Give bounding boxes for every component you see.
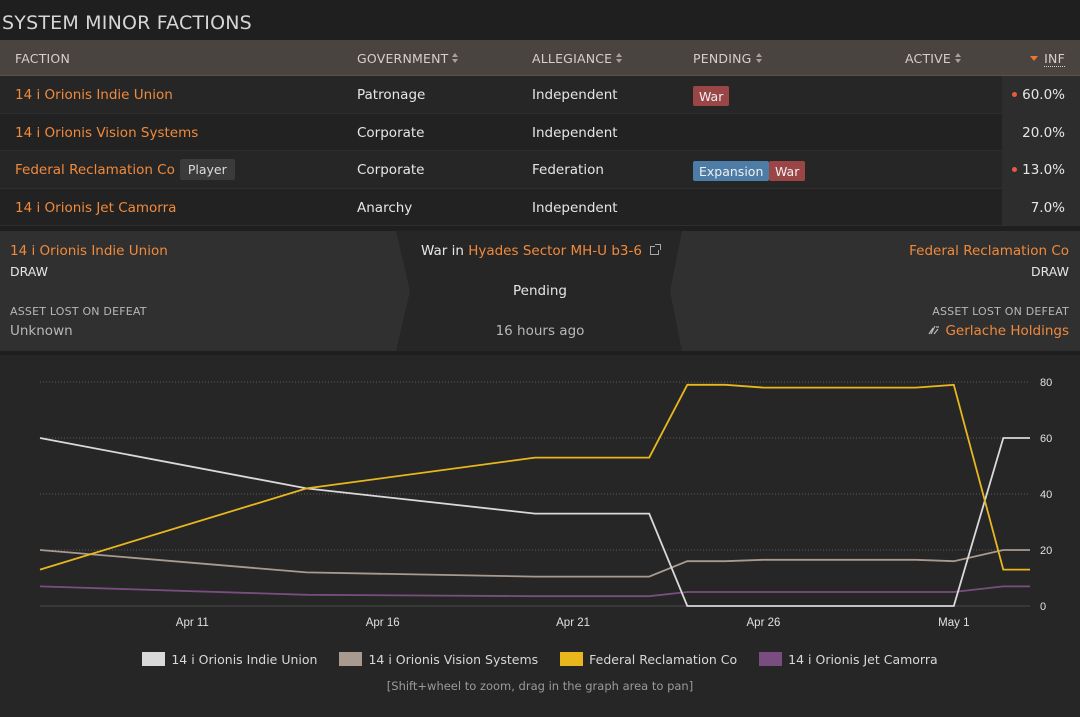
sort-desc-icon	[1030, 56, 1039, 61]
legend-swatch	[759, 652, 783, 666]
conflict-middle: War in Hyades Sector MH-U b3-6 Pending 1…	[396, 231, 684, 351]
legend-item[interactable]: 14 i Orionis Indie Union	[142, 652, 317, 667]
asset-left: Unknown	[10, 323, 73, 339]
conflict-faction-right[interactable]: Federal Reclamation Co	[909, 243, 1069, 259]
faction-name[interactable]: 14 i Orionis Indie Union	[15, 87, 173, 103]
government: Corporate	[357, 124, 425, 141]
table-row[interactable]: 14 i Orionis Vision Systems Corporate In…	[0, 113, 1080, 151]
external-link-icon[interactable]	[649, 244, 661, 255]
series-line[interactable]	[39, 585, 1030, 598]
conflict-panel: 14 i Orionis Indie Union DRAW ASSET LOST…	[0, 231, 1080, 351]
asset-right[interactable]: Gerlache Holdings	[945, 323, 1069, 339]
influence-cell: 7.0%	[1002, 188, 1080, 225]
header-allegiance[interactable]: ALLEGIANCE	[532, 51, 623, 66]
x-tick-label: Apr 11	[176, 617, 209, 629]
page-title: SYSTEM MINOR FACTIONS	[2, 12, 252, 34]
allegiance: Independent	[532, 124, 618, 141]
conflict-faction-left[interactable]: 14 i Orionis Indie Union	[10, 243, 168, 259]
conflict-right-side: Federal Reclamation Co DRAW ASSET LOST O…	[670, 231, 1080, 351]
pending-expansion-badge: Expansion	[693, 161, 770, 181]
pending-war-badge: War	[693, 86, 730, 106]
influence-chart[interactable]: 0 20 40 60 80 Apr 11 Apr 16 Apr 21 Apr 26 May 1 1…	[0, 355, 1080, 717]
conflict-left-side: 14 i Orionis Indie Union DRAW ASSET LOST…	[0, 231, 410, 351]
trend-dot-icon	[1012, 92, 1018, 97]
legend-item[interactable]: Federal Reclamation Co	[560, 652, 737, 667]
conflict-result-left: DRAW	[10, 264, 49, 279]
influence-cell: 13.0%	[1002, 151, 1080, 188]
influence-value: 13.0%	[1022, 162, 1065, 178]
faction-name[interactable]: 14 i Orionis Vision Systems	[15, 124, 199, 141]
y-tick-label: 80	[1040, 377, 1052, 389]
y-tick-label: 0	[1040, 601, 1046, 613]
government: Corporate	[357, 162, 425, 178]
header-active[interactable]: ACTIVE	[905, 51, 962, 66]
y-tick-label: 60	[1040, 433, 1052, 445]
conflict-location[interactable]: Hyades Sector MH-U b3-6	[468, 243, 642, 259]
conflict-time: 16 hours ago	[495, 323, 585, 339]
sort-icon	[616, 53, 623, 64]
allegiance: Federation	[532, 162, 604, 178]
sort-icon	[452, 53, 459, 64]
faction-name[interactable]: 14 i Orionis Jet Camorra	[15, 199, 177, 216]
x-tick-label: May 1	[938, 617, 969, 629]
influence-value: 60.0%	[1022, 87, 1065, 103]
series-line[interactable]	[39, 383, 1030, 571]
table-row[interactable]: 14 i Orionis Jet Camorra Anarchy Indepen…	[0, 188, 1080, 226]
influence-value: 20.0%	[1022, 124, 1065, 141]
legend-swatch	[339, 652, 363, 666]
header-government[interactable]: GOVERNMENT	[357, 51, 459, 66]
sort-icon	[955, 53, 962, 64]
conflict-status: Pending	[513, 283, 567, 299]
government: Patronage	[357, 87, 426, 103]
legend-swatch	[142, 652, 166, 666]
asset-label-right: ASSET LOST ON DEFEAT	[932, 305, 1069, 318]
conflict-type: War in	[421, 243, 469, 259]
player-badge: Player	[179, 159, 235, 180]
factions-table: FACTION GOVERNMENT ALLEGIANCE PENDING AC…	[0, 40, 1080, 226]
chart-plot[interactable]: 0 20 40 60 80 Apr 11 Apr 16 Apr 21 Apr 26 May 1	[0, 355, 1080, 645]
chart-legend: 14 i Orionis Indie Union 14 i Orionis Vi…	[0, 652, 1080, 667]
legend-item[interactable]: 14 i Orionis Jet Camorra	[759, 652, 938, 667]
header-faction[interactable]: FACTION	[15, 51, 71, 66]
trend-dot-icon	[1012, 167, 1018, 172]
settlement-icon	[928, 324, 940, 336]
government: Anarchy	[357, 199, 413, 216]
table-header: FACTION GOVERNMENT ALLEGIANCE PENDING AC…	[0, 40, 1080, 76]
influence-cell: 60.0%	[1002, 76, 1080, 113]
header-pending[interactable]: PENDING	[693, 51, 763, 66]
influence-value: 7.0%	[1030, 199, 1065, 216]
header-inf[interactable]: INF	[1030, 51, 1065, 67]
table-row[interactable]: 14 i Orionis Indie Union Patronage Indep…	[0, 76, 1080, 114]
faction-name[interactable]: Federal Reclamation Co	[15, 162, 175, 178]
table-row[interactable]: Federal Reclamation Co Player Corporate F…	[0, 151, 1080, 189]
chart-hint: [Shift+wheel to zoom, drag in the graph …	[386, 679, 694, 693]
allegiance: Independent	[532, 199, 618, 216]
asset-label-left: ASSET LOST ON DEFEAT	[10, 305, 147, 318]
pending-war-badge: War	[769, 161, 806, 181]
x-tick-label: Apr 16	[366, 617, 400, 629]
series-line[interactable]	[39, 437, 1030, 607]
series-line[interactable]	[39, 549, 1030, 578]
y-tick-label: 40	[1040, 489, 1052, 501]
influence-cell: 20.0%	[1002, 113, 1080, 150]
y-tick-label: 20	[1040, 545, 1052, 557]
sort-icon	[755, 53, 763, 64]
legend-item[interactable]: 14 i Orionis Vision Systems	[339, 652, 538, 667]
allegiance: Independent	[532, 87, 618, 103]
conflict-result-right: DRAW	[1030, 264, 1069, 279]
x-tick-label: Apr 26	[747, 617, 781, 629]
x-tick-label: Apr 21	[556, 617, 590, 629]
legend-swatch	[560, 652, 584, 666]
